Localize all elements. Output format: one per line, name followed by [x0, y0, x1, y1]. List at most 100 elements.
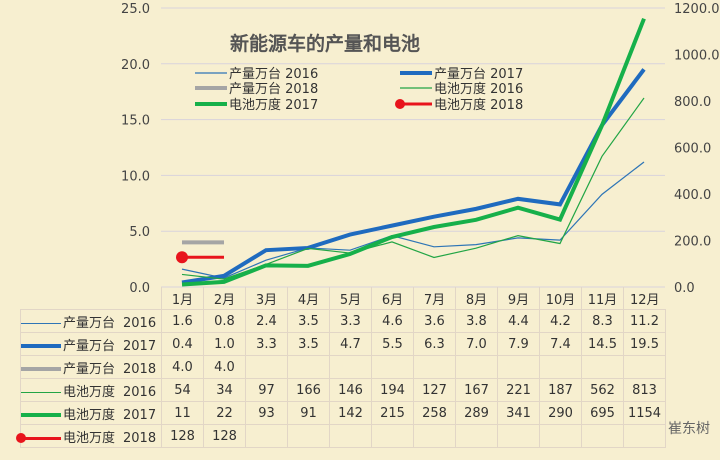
data-label: [371, 355, 414, 379]
data-label: 8.3: [581, 309, 624, 333]
data-label: 146: [329, 378, 372, 402]
data-label: 3.5: [287, 309, 330, 333]
data-label: 93: [245, 401, 288, 425]
data-label: 290: [539, 401, 582, 425]
series-name: 电池万度: [63, 384, 116, 400]
data-label: 11.2: [623, 309, 666, 333]
data-table: 1月 2月 3月 4月 5月 6月 7月 8月 9月 10月 11月 12月 产量万台 2016 1.6 0.…: [16, 287, 666, 448]
table-row: 电池万度 2016 54 34 97 166 146 194 127 167 221 187 562 81…: [20, 378, 666, 402]
data-label: 4.7: [329, 332, 372, 356]
data-label: 341: [497, 401, 540, 425]
data-label: 0.8: [203, 309, 246, 333]
data-label: 289: [455, 401, 498, 425]
data-label: 14.5: [581, 332, 624, 356]
data-label: 4.4: [497, 309, 540, 333]
series-year: 2016: [123, 384, 157, 400]
table-row: 产量万台 2018 4.0 4.0: [20, 355, 666, 379]
x-tick-label: 2月: [203, 287, 246, 310]
data-label: 695: [581, 401, 624, 425]
data-label: [497, 424, 540, 448]
data-label: [413, 355, 456, 379]
data-label: [455, 355, 498, 379]
series-year: 2017: [123, 338, 157, 354]
left-tick-label: 20.0: [121, 58, 150, 73]
legend-label: 电池万度 2016: [434, 81, 523, 97]
left-tick-label: 25.0: [121, 2, 150, 17]
data-label: [245, 355, 288, 379]
data-label: 3.3: [245, 332, 288, 356]
series-swatch: [21, 367, 61, 371]
x-tick-label: 4月: [287, 287, 330, 310]
series-year: 2016: [123, 315, 157, 331]
series-swatch: [16, 433, 61, 443]
legend-marker: [395, 99, 405, 109]
data-label: [287, 355, 330, 379]
data-label: 1154: [623, 401, 666, 425]
watermark: 崔东树: [668, 421, 710, 437]
data-label: 7.4: [539, 332, 582, 356]
right-tick-label: 200.0: [674, 235, 711, 250]
data-label: [245, 424, 288, 448]
data-label: [539, 355, 582, 379]
legend-label: 产量万台 2016: [229, 67, 318, 82]
series-swatch: [21, 413, 61, 417]
series-name: 产量万台: [63, 361, 116, 377]
data-label: 167: [455, 378, 498, 402]
left-tick-label: 15.0: [121, 114, 150, 129]
series-year: 2017: [123, 407, 157, 423]
data-label: [539, 424, 582, 448]
data-label: 127: [413, 378, 456, 402]
legend-label: 产量万台 2018: [229, 82, 318, 97]
x-tick-label: 7月: [413, 287, 456, 310]
data-label: 1.0: [203, 332, 246, 356]
right-tick-label: 400.0: [674, 188, 711, 203]
x-tick-label: 5月: [329, 287, 372, 310]
data-label: 128: [203, 424, 246, 448]
data-label: [497, 355, 540, 379]
data-label: [413, 424, 456, 448]
series-swatch: [21, 391, 61, 393]
table-row: 电池万度 2017 11 22 93 91 142 215 258 289 341 290 695 115…: [20, 401, 666, 425]
data-label: 128: [161, 424, 204, 448]
right-tick-label: 800.0: [674, 95, 711, 110]
data-label: 194: [371, 378, 414, 402]
data-label: 11: [161, 401, 204, 425]
data-label: 1.6: [161, 309, 204, 333]
series-name: 产量万台: [63, 315, 116, 331]
series-name: 电池万度: [63, 430, 116, 446]
data-label: 142: [329, 401, 372, 425]
data-label: [455, 424, 498, 448]
series-year: 2018: [123, 361, 157, 377]
right-tick-label: 0.0: [674, 281, 695, 296]
data-label: [623, 355, 666, 379]
legend-label: 电池万度 2018: [434, 97, 523, 113]
data-label: [287, 424, 330, 448]
data-label: 3.6: [413, 309, 456, 333]
x-tick-label: 9月: [497, 287, 540, 310]
data-label: 7.9: [497, 332, 540, 356]
chart-title: 新能源车的产量和电池: [230, 32, 420, 55]
month-header-row: 1月 2月 3月 4月 5月 6月 7月 8月 9月 10月 11月 12月: [21, 287, 666, 310]
data-label: [329, 424, 372, 448]
x-tick-label: 8月: [455, 287, 498, 310]
legend-label: 电池万度 2017: [229, 97, 318, 113]
data-label: 3.8: [455, 309, 498, 333]
data-label: 6.3: [413, 332, 456, 356]
legend-label: 产量万台 2017: [434, 67, 523, 82]
data-point: [176, 251, 188, 264]
data-label: 215: [371, 401, 414, 425]
data-label: 258: [413, 401, 456, 425]
data-label: [581, 424, 624, 448]
data-label: 7.0: [455, 332, 498, 356]
data-label: 0.4: [161, 332, 204, 356]
x-tick-label: 3月: [245, 287, 288, 310]
data-label: 3.5: [287, 332, 330, 356]
series-line-1: [181, 68, 646, 285]
data-label: [371, 424, 414, 448]
right-tick-label: 600.0: [674, 142, 711, 157]
data-label: 4.0: [161, 355, 204, 379]
x-tick-label: 12月: [623, 287, 666, 310]
data-label: 91: [287, 401, 330, 425]
x-tick-label: 1月: [161, 287, 204, 310]
